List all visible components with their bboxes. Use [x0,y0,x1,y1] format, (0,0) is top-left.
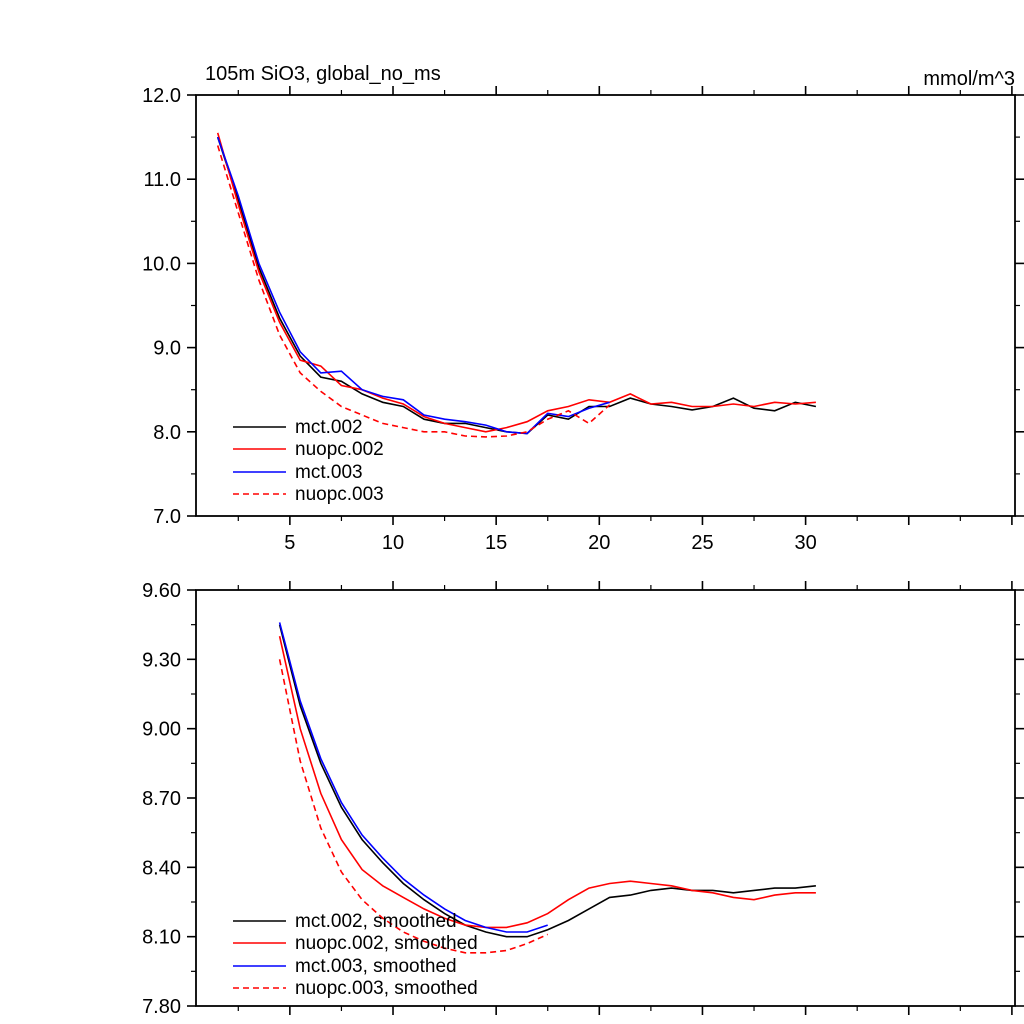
series-line [278,659,549,954]
legend-label: mct.003, smoothed [295,956,457,977]
units-label: mmol/m^3 [923,68,1015,90]
y-tick-label: 8.10 [142,927,181,949]
bottom-chart: 7.80 8.10 8.40 8.70 9.00 9.30 9.60 mct.002, smo… [142,580,1024,1018]
y-tick-label: 11.0 [144,169,181,191]
y-tick-label: 7.80 [142,996,181,1018]
x-tick-label: 25 [691,532,713,554]
x-tick-label: 5 [284,532,295,554]
y-tick-label: 8.0 [153,422,181,444]
top-chart: 105m SiO3, global_no_ms mmol/m^3 5 10 15 20 25… [142,63,1024,554]
legend-label: nuopc.003, smoothed [295,978,478,999]
legend-label: mct.003 [295,462,363,483]
y-tick-label: 9.60 [142,580,181,602]
x-tick-label: 10 [382,532,404,554]
series-line [216,132,816,433]
y-tick-label: 9.00 [142,719,181,741]
series-line [278,622,548,933]
series-line [278,624,816,938]
legend-label: nuopc.003 [295,484,384,505]
x-tick-label: 15 [485,532,507,554]
series-line [278,636,816,929]
legend-label: mct.002, smoothed [295,911,457,932]
y-tick-label: 12.0 [142,85,181,107]
y-tick-label: 10.0 [142,253,181,275]
series-line [216,136,610,435]
y-tick-label: 9.0 [153,338,181,360]
legend-label: nuopc.002 [295,439,384,460]
x-tick-label: 20 [588,532,610,554]
y-tick-label: 8.70 [142,788,181,810]
chart-title: 105m SiO3, global_no_ms [205,63,441,85]
legend-label: mct.002 [295,417,363,438]
series-line [216,145,611,438]
y-tick-label: 8.40 [142,857,181,879]
series-line [216,136,817,435]
legend-label: nuopc.002, smoothed [295,933,478,954]
y-tick-label: 9.30 [142,649,181,671]
x-tick-label: 30 [794,532,816,554]
y-tick-label: 7.0 [153,506,181,528]
